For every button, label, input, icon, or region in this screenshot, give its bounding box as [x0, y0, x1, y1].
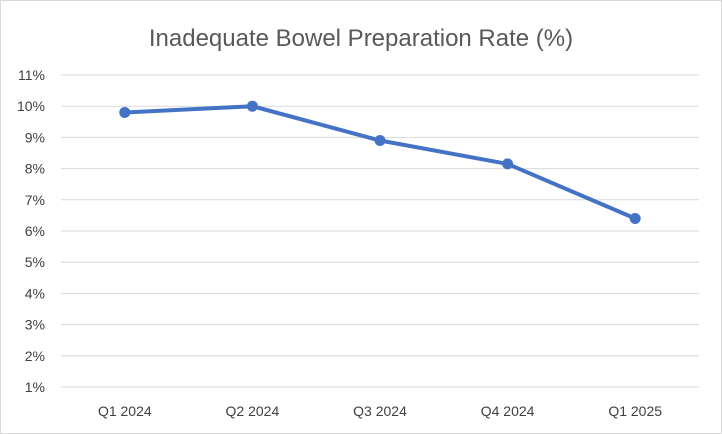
- y-tick-label: 1%: [25, 379, 45, 395]
- y-tick-label: 2%: [25, 348, 45, 364]
- x-tick-label: Q4 2024: [481, 403, 535, 419]
- series-line: [122, 104, 638, 221]
- chart-title: Inadequate Bowel Preparation Rate (%): [149, 25, 573, 52]
- data-point: [502, 158, 514, 170]
- y-tick-label: 8%: [25, 161, 45, 177]
- x-tick-label: Q1 2024: [98, 403, 152, 419]
- x-axis-ticks: Q1 2024 Q2 2024 Q3 2024 Q4 2024 Q1 2025: [98, 403, 662, 419]
- y-tick-label: 4%: [25, 285, 45, 301]
- y-tick-label: 7%: [25, 192, 45, 208]
- x-tick-label: Q1 2025: [608, 403, 662, 419]
- y-tick-label: 9%: [25, 129, 45, 145]
- y-tick-label: 6%: [25, 223, 45, 239]
- y-axis-ticks: 1% 2% 3% 4% 5% 6% 7% 8% 9% 10% 11%: [17, 67, 45, 395]
- y-tick-label: 10%: [17, 98, 45, 114]
- data-point: [374, 135, 386, 147]
- data-point: [246, 100, 258, 112]
- y-tick-label: 11%: [18, 67, 45, 83]
- data-point: [119, 106, 131, 118]
- gridlines: [61, 74, 699, 388]
- x-tick-label: Q2 2024: [226, 403, 280, 419]
- series-layer: [119, 100, 641, 225]
- y-tick-label: 5%: [25, 254, 45, 270]
- data-point: [629, 213, 641, 225]
- x-tick-label: Q3 2024: [353, 403, 407, 419]
- y-tick-label: 3%: [25, 317, 45, 333]
